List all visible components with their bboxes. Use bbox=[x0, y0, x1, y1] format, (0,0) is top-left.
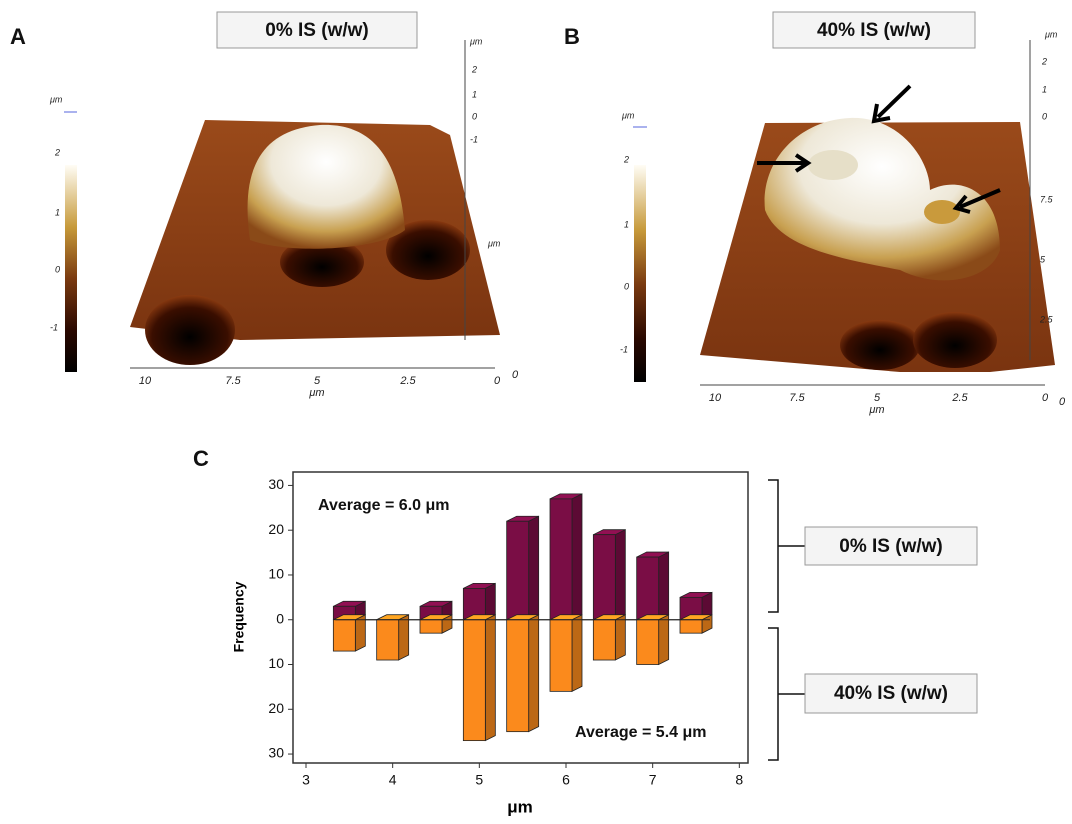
panel-letter: C bbox=[193, 446, 209, 471]
z-tick: -1 bbox=[470, 134, 478, 144]
colorbar bbox=[65, 165, 77, 372]
afm-pit bbox=[924, 200, 960, 224]
colorbar-tick: -1 bbox=[50, 322, 58, 332]
y-tick-label: 10 bbox=[268, 655, 284, 671]
bar bbox=[593, 620, 615, 660]
x-tick: 10 bbox=[139, 375, 152, 387]
bar-side bbox=[485, 583, 495, 619]
panel-b: B 40% IS (w/w) μm 2 1 0 -1 μm 2 1 0 7.5 … bbox=[564, 12, 1066, 416]
x-tick-label: 3 bbox=[302, 772, 310, 788]
x-tick-label: 6 bbox=[562, 772, 570, 788]
x-tick: 10 bbox=[709, 392, 722, 404]
x-tick: 7.5 bbox=[789, 392, 805, 404]
x-tick: 2.5 bbox=[399, 375, 416, 387]
brackets bbox=[768, 480, 805, 760]
x-tick: 0 bbox=[1042, 392, 1049, 404]
y-tick-label: 0 bbox=[276, 610, 284, 626]
legend-label: 0% IS (w/w) bbox=[839, 536, 942, 557]
x-tick: 7.5 bbox=[225, 375, 241, 387]
afm-pit bbox=[913, 312, 997, 368]
panel-letter: A bbox=[10, 24, 26, 49]
bar-side bbox=[659, 615, 669, 665]
y-origin: 0 bbox=[512, 369, 519, 381]
bar-side bbox=[529, 516, 539, 619]
colorbar-tick: 2 bbox=[623, 154, 629, 164]
y-tick-label: 30 bbox=[268, 476, 284, 492]
annotation: Average = 5.4 μm bbox=[575, 724, 707, 741]
afm-pit bbox=[840, 320, 920, 370]
colorbar-unit: μm bbox=[49, 94, 63, 104]
bar-side bbox=[485, 615, 495, 741]
colorbar-unit: μm bbox=[621, 110, 635, 120]
side-unit: μm bbox=[487, 238, 501, 248]
colorbar bbox=[634, 165, 646, 382]
bar-side bbox=[659, 552, 669, 620]
colorbar-tick: 1 bbox=[55, 207, 60, 217]
x-tick-label: 7 bbox=[649, 772, 657, 788]
bar-side bbox=[572, 494, 582, 620]
side-tick: 7.5 bbox=[1040, 194, 1054, 204]
panel-a: A 0% IS (w/w) μm 2 1 0 -1 μm 2 1 0 -1 μm… bbox=[10, 12, 519, 399]
z-tick: 0 bbox=[472, 111, 477, 121]
bar-side bbox=[399, 615, 409, 660]
bar-side bbox=[572, 615, 582, 692]
x-tick: 5 bbox=[874, 392, 881, 404]
y-axis-label: Frequency bbox=[231, 581, 247, 652]
x-tick: 0 bbox=[494, 375, 501, 387]
x-tick: 5 bbox=[314, 375, 321, 387]
bar bbox=[507, 521, 529, 619]
z-tick: 1 bbox=[472, 89, 477, 99]
z-tick: 2 bbox=[471, 64, 477, 74]
afm-pit bbox=[808, 150, 858, 180]
bar bbox=[420, 620, 442, 633]
bar bbox=[680, 620, 702, 633]
x-tick-label: 5 bbox=[475, 772, 483, 788]
bar-side bbox=[615, 530, 625, 620]
z-tick: 2 bbox=[1041, 56, 1047, 66]
bar bbox=[463, 620, 485, 741]
colorbar-tick: 0 bbox=[55, 264, 60, 274]
x-unit: μm bbox=[868, 404, 884, 416]
x-tick-label: 4 bbox=[389, 772, 397, 788]
z-unit: μm bbox=[469, 36, 483, 46]
colorbar-tick: 0 bbox=[624, 281, 629, 291]
x-tick-label: 8 bbox=[735, 772, 743, 788]
colorbar-tick: 2 bbox=[54, 147, 60, 157]
y-tick-label: 30 bbox=[268, 745, 284, 761]
z-tick: 1 bbox=[1042, 84, 1047, 94]
figure: A 0% IS (w/w) μm 2 1 0 -1 μm 2 1 0 -1 μm… bbox=[0, 0, 1072, 819]
bar bbox=[377, 620, 399, 660]
bar bbox=[593, 535, 615, 620]
colorbar-tick: -1 bbox=[620, 344, 628, 354]
x-axis-label: μm bbox=[507, 797, 533, 816]
z-unit: μm bbox=[1044, 29, 1058, 39]
bar bbox=[637, 557, 659, 620]
x-unit: μm bbox=[308, 387, 324, 399]
bar-side bbox=[615, 615, 625, 660]
y-tick-label: 20 bbox=[268, 700, 284, 716]
legend-label: 40% IS (w/w) bbox=[834, 683, 948, 704]
panel-letter: B bbox=[564, 24, 580, 49]
colorbar-tick: 1 bbox=[624, 219, 629, 229]
z-tick: 0 bbox=[1042, 111, 1047, 121]
panel-title: 40% IS (w/w) bbox=[817, 20, 931, 41]
bar bbox=[507, 620, 529, 732]
side-tick: 2.5 bbox=[1039, 314, 1054, 324]
y-origin: 0 bbox=[1059, 396, 1066, 408]
panel-title: 0% IS (w/w) bbox=[265, 20, 368, 41]
side-tick: 5 bbox=[1040, 254, 1046, 264]
bar bbox=[637, 620, 659, 665]
bar bbox=[550, 499, 572, 620]
y-tick-label: 20 bbox=[268, 521, 284, 537]
annotation: Average = 6.0 μm bbox=[318, 497, 450, 514]
bar bbox=[333, 620, 355, 651]
bar-side bbox=[529, 615, 539, 732]
x-tick: 2.5 bbox=[951, 392, 968, 404]
y-tick-label: 10 bbox=[268, 566, 284, 582]
bar bbox=[550, 620, 572, 692]
afm-pit bbox=[145, 295, 235, 365]
